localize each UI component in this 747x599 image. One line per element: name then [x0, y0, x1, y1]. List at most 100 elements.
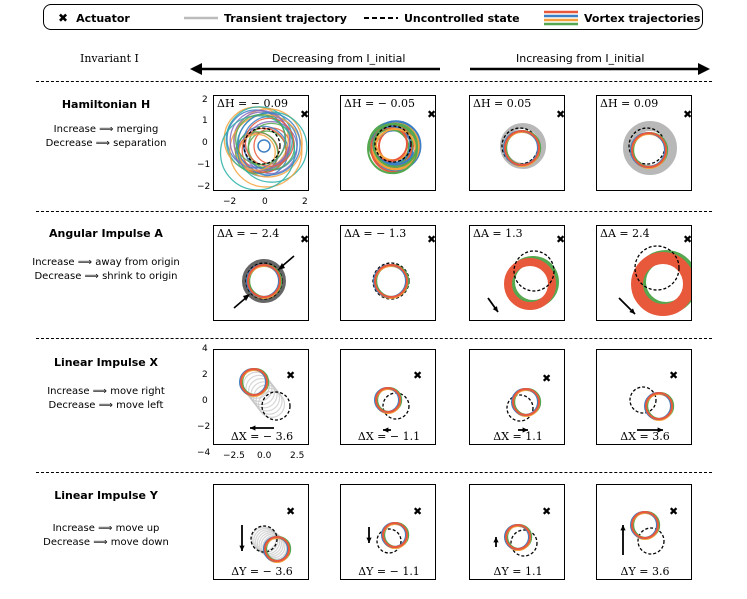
- vortex-trajectory: [631, 252, 691, 316]
- y-tick: 4: [202, 344, 208, 354]
- y-tick: 2: [202, 95, 208, 105]
- plot-canvas: [219, 106, 308, 190]
- actuator-icon: ✖: [413, 505, 423, 518]
- legend-box: ✖ Actuator Transient trajectory Uncontro…: [43, 4, 703, 30]
- plot-panel: ✖ ΔA = − 1.3: [340, 225, 436, 321]
- vortex-trajectory: [257, 139, 271, 153]
- vortex-trajectory: [631, 511, 659, 539]
- uncontrolled-state: [510, 529, 538, 557]
- plot-panel: ✖ ΔY = − 1.1: [340, 484, 436, 580]
- plot-panel: ✖ ΔH = − 0.09: [213, 95, 309, 191]
- legend-actuator: ✖ Actuator: [58, 5, 130, 31]
- actuator-icon: ✖: [683, 233, 692, 246]
- delta-label: ΔY = 3.6: [620, 565, 670, 578]
- y-tick: 0: [202, 138, 208, 148]
- direction-arrows: [190, 63, 710, 75]
- separator: [36, 211, 712, 212]
- actuator-icon: ✖: [286, 505, 296, 518]
- actuator-icon: ✖: [556, 108, 565, 121]
- delta-label: ΔY = − 1.1: [358, 565, 420, 578]
- actuator-icon: ✖: [542, 505, 552, 518]
- vortex-trajectory: [235, 113, 287, 166]
- y-tick: 1: [202, 116, 208, 126]
- actuator-icon: ✖: [669, 369, 679, 382]
- uncontrolled-state: [506, 394, 534, 422]
- plot-panel: ✖ ΔX = − 1.1: [340, 349, 436, 445]
- row-desc-line: Decrease ⟹ move left: [48, 400, 164, 411]
- vortex-trajectory: [505, 524, 531, 550]
- vortex-trajectory: [504, 130, 540, 166]
- plot-panel: ✖ ΔH = 0.09: [596, 95, 692, 191]
- row-title-linear-y: Linear Impulse Y: [54, 489, 158, 502]
- dashed-line-icon: [364, 17, 398, 19]
- row-desc-line: Increase ⟹ move right: [47, 386, 165, 397]
- row-desc-angular: Increase ⟹ away from origin Decrease ⟹ s…: [20, 256, 192, 284]
- vortex-trajectory: [382, 522, 408, 548]
- plot-canvas: [623, 121, 677, 175]
- delta-label: ΔX = 3.6: [620, 430, 670, 443]
- actuator-icon: ✖: [300, 233, 309, 246]
- legend-actuator-label: Actuator: [76, 11, 130, 25]
- vortex-trajectory: [264, 536, 290, 562]
- vortex-trajectory: [374, 264, 408, 298]
- legend-vortex-label: Vortex trajectories: [584, 11, 701, 25]
- delta-label: ΔA = 2.4: [600, 227, 650, 240]
- transient-line-icon: [184, 16, 218, 20]
- plot-canvas: [487, 250, 559, 313]
- x-tick: 2.5: [290, 451, 305, 461]
- y-tick: −2: [197, 422, 211, 432]
- plot-canvas: [367, 120, 422, 175]
- uncontrolled-state: [382, 392, 410, 420]
- row-desc-linear-y: Increase ⟹ move up Decrease ⟹ move down: [20, 522, 192, 550]
- plot-panel: ✖ ΔA = − 2.4: [213, 225, 309, 321]
- row-title-angular: Angular Impulse A: [49, 227, 163, 240]
- decreasing-header: Decreasing from I_initial: [272, 52, 406, 65]
- row-desc-line: Decrease ⟹ separation: [45, 138, 167, 149]
- uncontrolled-state: [634, 245, 680, 291]
- actuator-icon: ✖: [556, 233, 565, 246]
- x-tick: 0: [262, 197, 268, 207]
- legend-uncontrolled-label: Uncontrolled state: [404, 11, 520, 25]
- plot-panel: ✖ ΔY = − 3.6: [213, 484, 309, 580]
- row-desc-linear-x: Increase ⟹ move right Decrease ⟹ move le…: [20, 385, 192, 413]
- x-tick: 0.0: [257, 451, 272, 461]
- delta-label: ΔX = − 3.6: [230, 430, 294, 443]
- delta-label: ΔY = 1.1: [493, 565, 543, 578]
- delta-label: ΔX = − 1.1: [357, 430, 421, 443]
- row-desc-line: Decrease ⟹ shrink to origin: [34, 271, 178, 282]
- transient-trajectory: [623, 121, 677, 175]
- transient-trajectory: [257, 390, 286, 419]
- vortex-trajectory: [247, 264, 281, 298]
- transient-trajectory: [256, 530, 283, 556]
- plot-canvas: [366, 522, 410, 554]
- uncontrolled-state: [261, 391, 291, 421]
- transient-trajectory: [260, 533, 286, 559]
- plot-canvas: [239, 368, 291, 431]
- row-desc-line: Decrease ⟹ move down: [43, 537, 169, 548]
- plot-canvas: [618, 245, 691, 316]
- transient-trajectory: [242, 259, 286, 303]
- plot-canvas: [629, 386, 675, 433]
- uncontrolled-state: [629, 386, 657, 414]
- y-tick: 0: [202, 396, 208, 406]
- plot-canvas: [506, 388, 542, 433]
- delta-label: ΔH = 0.05: [473, 97, 532, 110]
- x-tick: −2: [223, 197, 237, 207]
- legend-vortex: Vortex trajectories: [544, 5, 700, 31]
- vortex-lines-icon: [544, 10, 578, 26]
- plot-panel: ✖ ΔX = 1.1: [469, 349, 565, 445]
- actuator-icon: ✖: [58, 11, 69, 25]
- separator: [36, 81, 712, 82]
- vortex-trajectory: [240, 368, 268, 396]
- legend-transient-label: Transient trajectory: [224, 11, 347, 25]
- delta-label: ΔX = 1.1: [493, 430, 543, 443]
- vortex-trajectory: [631, 132, 667, 168]
- vortex-trajectory: [645, 392, 673, 420]
- actuator-icon: ✖: [427, 108, 436, 121]
- actuator-icon: ✖: [683, 108, 692, 121]
- vortex-trajectory: [235, 131, 279, 175]
- vortex-trajectory: [504, 258, 556, 310]
- plot-canvas: [233, 255, 295, 309]
- row-desc-hamiltonian: Increase ⟹ merging Decrease ⟹ separation: [20, 123, 192, 151]
- actuator-icon: ✖: [286, 369, 296, 382]
